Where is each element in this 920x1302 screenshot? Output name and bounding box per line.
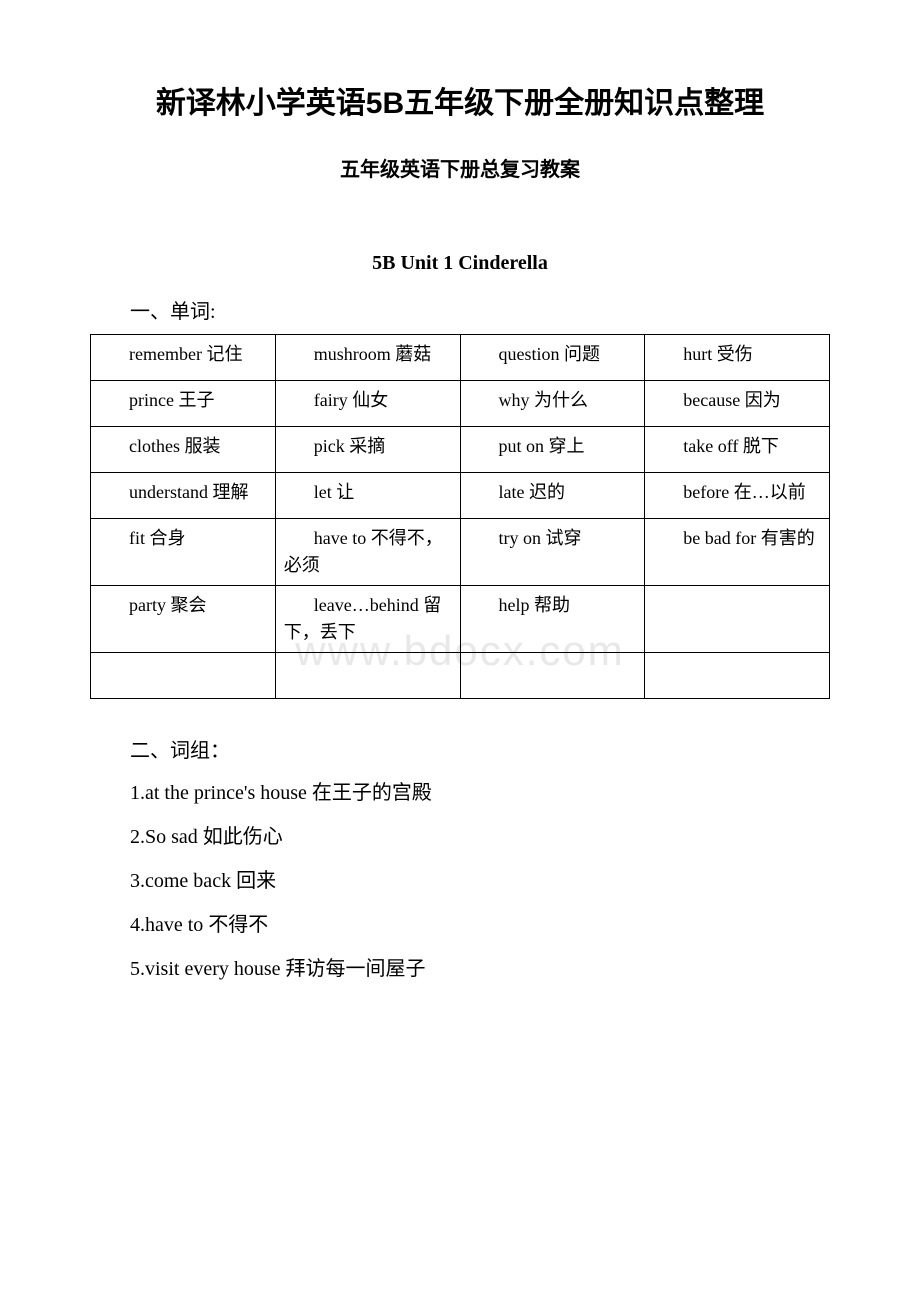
vocab-cell: mushroom 蘑菇 — [275, 335, 460, 381]
vocab-cell: fit 合身 — [91, 519, 276, 586]
table-row: remember 记住mushroom 蘑菇question 问题hurt 受伤 — [91, 335, 830, 381]
table-row: party 聚会leave…behind 留下，丢下help 帮助 — [91, 586, 830, 653]
phrase-item: 5.visit every house 拜访每一间屋子 — [130, 949, 830, 989]
vocab-cell: leave…behind 留下，丢下 — [275, 586, 460, 653]
vocab-cell: let 让 — [275, 473, 460, 519]
vocab-cell: prince 王子 — [91, 381, 276, 427]
vocab-cell — [91, 653, 276, 699]
vocab-table: remember 记住mushroom 蘑菇question 问题hurt 受伤… — [90, 334, 830, 699]
vocab-cell: why 为什么 — [460, 381, 645, 427]
vocab-cell: before 在…以前 — [645, 473, 830, 519]
unit-title: 5B Unit 1 Cinderella — [90, 252, 830, 275]
vocab-cell: party 聚会 — [91, 586, 276, 653]
vocab-cell: because 因为 — [645, 381, 830, 427]
table-row: fit 合身have to 不得不，必须try on 试穿be bad for … — [91, 519, 830, 586]
phrase-item: 2.So sad 如此伤心 — [130, 817, 830, 857]
table-row: prince 王子fairy 仙女why 为什么because 因为 — [91, 381, 830, 427]
phrase-item: 1.at the prince's house 在王子的宫殿 — [130, 773, 830, 813]
vocab-cell: help 帮助 — [460, 586, 645, 653]
table-row: understand 理解let 让late 迟的before 在…以前 — [91, 473, 830, 519]
section-phrase-heading: 二、词组： — [90, 734, 830, 763]
document-content: 新译林小学英语5B五年级下册全册知识点整理 五年级英语下册总复习教案 5B Un… — [90, 80, 830, 989]
vocab-cell: have to 不得不，必须 — [275, 519, 460, 586]
vocab-cell: late 迟的 — [460, 473, 645, 519]
vocab-cell: be bad for 有害的 — [645, 519, 830, 586]
vocab-cell: try on 试穿 — [460, 519, 645, 586]
phrase-item: 3.come back 回来 — [130, 861, 830, 901]
vocab-cell — [645, 653, 830, 699]
vocab-cell: pick 采摘 — [275, 427, 460, 473]
table-row: clothes 服装pick 采摘put on 穿上take off 脱下 — [91, 427, 830, 473]
vocab-cell: understand 理解 — [91, 473, 276, 519]
sub-title: 五年级英语下册总复习教案 — [90, 153, 830, 182]
section-vocab-heading: 一、单词: — [90, 295, 830, 324]
vocab-cell: remember 记住 — [91, 335, 276, 381]
phrase-list: 1.at the prince's house 在王子的宫殿2.So sad 如… — [90, 773, 830, 989]
vocab-cell: put on 穿上 — [460, 427, 645, 473]
vocab-cell: take off 脱下 — [645, 427, 830, 473]
table-row — [91, 653, 830, 699]
vocab-cell: hurt 受伤 — [645, 335, 830, 381]
vocab-cell: question 问题 — [460, 335, 645, 381]
vocab-cell: fairy 仙女 — [275, 381, 460, 427]
main-title: 新译林小学英语5B五年级下册全册知识点整理 — [90, 80, 830, 128]
vocab-cell: clothes 服装 — [91, 427, 276, 473]
vocab-cell — [460, 653, 645, 699]
phrase-item: 4.have to 不得不 — [130, 905, 830, 945]
vocab-cell — [645, 586, 830, 653]
vocab-cell — [275, 653, 460, 699]
